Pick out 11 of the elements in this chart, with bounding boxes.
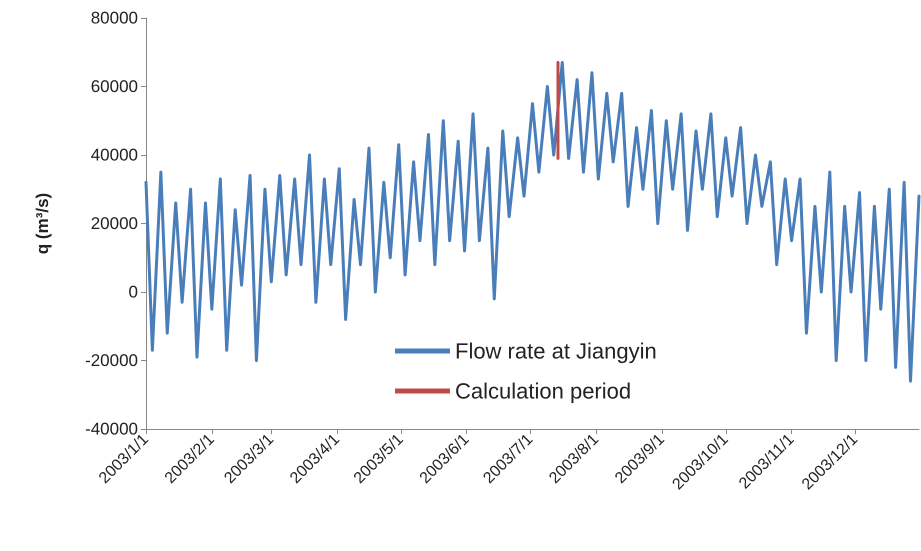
- legend-label: Calculation period: [455, 378, 632, 404]
- y-tick-label: -40000: [85, 420, 138, 438]
- y-tick-label: 60000: [90, 77, 138, 96]
- y-tick-label: -20000: [85, 351, 138, 370]
- y-axis-title: q (m³/s): [33, 192, 52, 254]
- line-series: [144, 61, 920, 383]
- y-tick-label: 80000: [90, 8, 138, 28]
- legend-label: Flow rate at Jiangyin: [455, 338, 657, 364]
- y-tick-label: 20000: [90, 214, 138, 233]
- y-tick-label: 0: [128, 282, 138, 302]
- y-tick-label: 40000: [90, 146, 138, 164]
